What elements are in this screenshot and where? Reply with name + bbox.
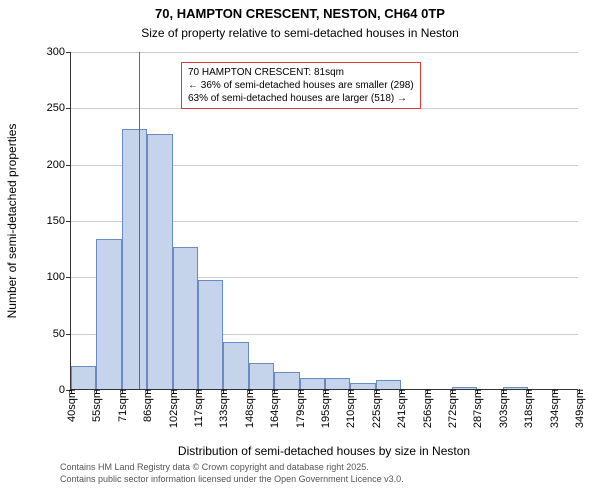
- xtick-label: 210sqm: [343, 389, 357, 428]
- xtick-label: 241sqm: [394, 389, 408, 428]
- xtick-label: 349sqm: [572, 389, 586, 428]
- xtick-label: 117sqm: [191, 389, 205, 427]
- xtick-label: 256sqm: [420, 389, 434, 428]
- xtick-label: 164sqm: [267, 389, 281, 428]
- histogram-bar: [147, 134, 172, 389]
- histogram-bar: [198, 280, 223, 389]
- ytick-label: 250: [47, 102, 71, 114]
- histogram-bar: [249, 363, 274, 389]
- histogram-bar: [223, 342, 248, 389]
- histogram-bar: [71, 366, 96, 389]
- xtick-label: 148sqm: [242, 389, 256, 428]
- xtick-label: 225sqm: [369, 389, 383, 428]
- footer-line: Contains public sector information licen…: [60, 474, 404, 486]
- annotation-box: 70 HAMPTON CRESCENT: 81sqm← 36% of semi-…: [181, 62, 421, 109]
- histogram-bar: [96, 239, 121, 389]
- xtick-label: 55sqm: [89, 389, 103, 422]
- ytick-label: 200: [47, 159, 71, 171]
- plot-area: 05010015020025030040sqm55sqm71sqm86sqm10…: [70, 52, 578, 390]
- annotation-line: ← 36% of semi-detached houses are smalle…: [188, 79, 414, 92]
- chart-title-line2: Size of property relative to semi-detach…: [0, 26, 600, 40]
- xtick-label: 102sqm: [166, 389, 180, 428]
- xtick-label: 303sqm: [496, 389, 510, 428]
- reference-marker-line: [139, 52, 140, 389]
- xtick-label: 133sqm: [216, 389, 230, 428]
- xtick-label: 334sqm: [547, 389, 561, 428]
- ytick-label: 300: [47, 46, 71, 58]
- xtick-label: 71sqm: [115, 389, 129, 422]
- footer-line: Contains HM Land Registry data © Crown c…: [60, 462, 404, 474]
- xtick-label: 287sqm: [470, 389, 484, 428]
- histogram-bar: [173, 247, 198, 389]
- chart-title-line1: 70, HAMPTON CRESCENT, NESTON, CH64 0TP: [0, 6, 600, 21]
- xtick-label: 318sqm: [521, 389, 535, 428]
- histogram-bar: [376, 380, 401, 389]
- annotation-line: 63% of semi-detached houses are larger (…: [188, 92, 414, 105]
- xtick-label: 272sqm: [445, 389, 459, 428]
- histogram-bar: [122, 129, 147, 389]
- ytick-label: 50: [53, 328, 71, 340]
- y-axis-label: Number of semi-detached properties: [5, 124, 19, 319]
- xtick-label: 195sqm: [318, 389, 332, 428]
- histogram-bar: [325, 378, 350, 389]
- ytick-label: 100: [47, 271, 71, 283]
- ytick-label: 150: [47, 215, 71, 227]
- xtick-label: 179sqm: [293, 389, 307, 428]
- gridline: [71, 52, 578, 53]
- annotation-line: 70 HAMPTON CRESCENT: 81sqm: [188, 66, 414, 79]
- x-axis-label: Distribution of semi-detached houses by …: [70, 444, 578, 458]
- xtick-label: 40sqm: [64, 389, 78, 422]
- footer-attribution: Contains HM Land Registry data © Crown c…: [60, 462, 404, 485]
- xtick-label: 86sqm: [140, 389, 154, 422]
- histogram-bar: [300, 378, 325, 389]
- histogram-bar: [274, 372, 299, 389]
